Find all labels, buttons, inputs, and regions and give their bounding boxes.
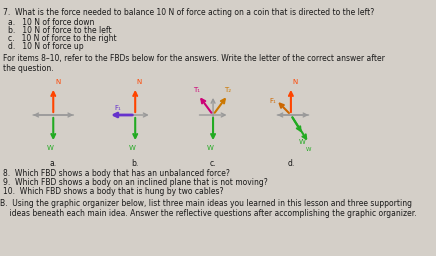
Text: d.   10 N of force up: d. 10 N of force up: [8, 42, 84, 51]
Text: W: W: [47, 145, 54, 151]
Text: b.: b.: [132, 159, 139, 168]
Text: F₁: F₁: [269, 98, 276, 104]
Text: a.: a.: [50, 159, 57, 168]
Text: W: W: [129, 145, 136, 151]
Text: T₁: T₁: [194, 87, 201, 93]
Text: T₂: T₂: [225, 87, 232, 93]
Text: W: W: [207, 145, 213, 151]
Text: W: W: [306, 147, 311, 152]
Text: d.: d.: [287, 159, 295, 168]
Text: c.: c.: [210, 159, 216, 168]
Text: a.   10 N of force down: a. 10 N of force down: [8, 18, 95, 27]
Text: b.   10 N of force to the left: b. 10 N of force to the left: [8, 26, 112, 35]
Text: 10.  Which FBD shows a body that is hung by two cables?: 10. Which FBD shows a body that is hung …: [3, 187, 224, 196]
Text: B.  Using the graphic organizer below, list three main ideas you learned in this: B. Using the graphic organizer below, li…: [0, 199, 417, 218]
Text: N: N: [137, 79, 142, 85]
Text: F₁: F₁: [114, 105, 121, 111]
Text: 8.  Which FBD shows a body that has an unbalanced force?: 8. Which FBD shows a body that has an un…: [3, 169, 230, 178]
Text: 7.  What is the force needed to balance 10 N of force acting on a coin that is d: 7. What is the force needed to balance 1…: [3, 8, 375, 17]
Text: W: W: [299, 139, 306, 145]
Text: c.   10 N of force to the right: c. 10 N of force to the right: [8, 34, 117, 43]
Text: 9.  Which FBD shows a body on an inclined plane that is not moving?: 9. Which FBD shows a body on an inclined…: [3, 178, 268, 187]
Text: For items 8–10, refer to the FBDs below for the answers. Write the letter of the: For items 8–10, refer to the FBDs below …: [3, 54, 385, 73]
Text: N: N: [55, 79, 60, 85]
Text: N: N: [293, 79, 298, 85]
